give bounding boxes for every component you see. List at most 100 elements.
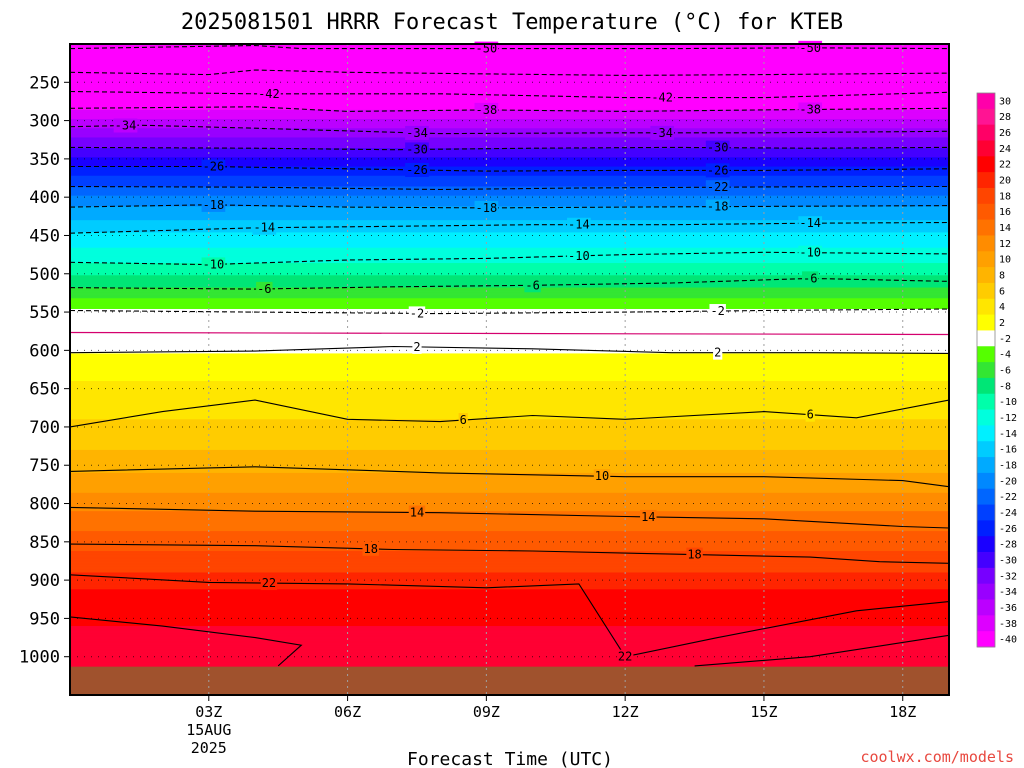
temperature-fill-band	[70, 171, 949, 174]
contour-label-background	[256, 281, 273, 296]
temperature-fill-band	[70, 570, 949, 574]
temperature-fill-band	[70, 632, 949, 635]
temperature-fill-band	[70, 204, 949, 207]
temperature-fill-band	[70, 335, 949, 338]
temperature-fill-band	[70, 80, 949, 83]
temperature-fill-band	[70, 102, 949, 105]
contour-line	[69, 308, 950, 315]
temperature-fill-band	[70, 535, 949, 538]
temperature-fill-band	[70, 495, 949, 499]
contour-label-background	[474, 41, 499, 56]
contour-label: -6	[525, 278, 539, 292]
colorbar-tick-label: -26	[999, 524, 1017, 535]
temperature-fill-band	[70, 105, 949, 108]
contour-label: -50	[476, 42, 498, 56]
temperature-fill-band	[70, 70, 949, 73]
colorbar-swatch	[977, 567, 995, 585]
colorbar-tick-label: 6	[999, 286, 1005, 297]
temperature-fill-band	[70, 169, 949, 172]
colorbar-swatch	[977, 520, 995, 537]
contour-line	[69, 90, 950, 99]
colorbar-frame	[976, 92, 996, 648]
temperature-fill-band	[70, 235, 949, 238]
temperature-fill-band	[70, 310, 949, 313]
temperature-fill-band	[70, 644, 949, 647]
temperature-fill-band	[70, 593, 949, 597]
temperature-fill-band	[70, 560, 949, 563]
temperature-fill-band	[70, 140, 949, 143]
temperature-fill-band	[70, 388, 949, 391]
temperature-fill-band	[70, 583, 949, 586]
temperature-fill-band	[70, 230, 949, 234]
temperature-fill-band	[70, 482, 949, 485]
y-tick-label: 350	[29, 150, 60, 170]
temperature-fill-band	[70, 362, 949, 365]
colorbar-tick-label: -28	[999, 540, 1017, 551]
temperature-fill-band	[70, 195, 949, 198]
temperature-fill-band	[70, 607, 949, 610]
contour-label-background	[260, 576, 278, 591]
temperature-fill-band	[70, 246, 949, 249]
contour-label: -14	[799, 216, 821, 230]
temperature-fill-band	[70, 655, 949, 658]
temperature-fill-band	[70, 74, 949, 77]
temperature-fill-band	[70, 595, 949, 598]
temperature-fill-band	[70, 172, 949, 175]
temperature-fill-band	[70, 194, 949, 197]
temperature-fill-band	[70, 518, 949, 521]
x-tick-label: 18Z	[889, 703, 916, 721]
x-tick-date-label: 2025	[191, 739, 227, 757]
temperature-fill-band	[70, 189, 949, 192]
temperature-fill-band	[70, 284, 949, 287]
temperature-fill-band	[70, 290, 949, 293]
temperature-fill-band	[70, 214, 949, 217]
temperature-fill-band	[70, 480, 949, 483]
temperature-fill-band	[70, 454, 949, 457]
temperature-fill-band	[70, 215, 949, 218]
temperature-fill-band	[70, 600, 949, 603]
contour-label: -38	[476, 103, 498, 117]
temperature-fill-band	[70, 63, 949, 67]
temperature-fill-band	[70, 85, 949, 88]
temperature-fill-band	[70, 485, 949, 488]
temperature-fill-band	[70, 459, 949, 462]
colorbar-swatch	[977, 441, 995, 458]
temperature-fill-band	[70, 419, 949, 422]
temperature-fill-band	[70, 569, 949, 572]
temperature-fill-band	[70, 217, 949, 220]
contour-label-background	[408, 306, 426, 321]
temperature-fill-band	[70, 57, 949, 60]
temperature-fill-band	[70, 524, 949, 528]
temperature-fill-band	[70, 534, 949, 537]
colorbar-swatch	[977, 187, 995, 205]
temperature-fill-band	[70, 376, 949, 379]
temperature-fill-band	[70, 270, 949, 273]
temperature-fill-band	[70, 370, 949, 373]
temperature-fill-band	[70, 86, 949, 90]
temperature-fill-band	[70, 483, 949, 486]
temperature-fill-band	[70, 103, 949, 106]
temperature-fill-band	[70, 494, 949, 497]
temperature-fill-band	[70, 191, 949, 194]
temperature-fill-band	[70, 647, 949, 650]
temperature-fill-band	[70, 315, 949, 318]
temperature-fill-band	[70, 596, 949, 600]
colorbar-tick-label: 16	[999, 207, 1011, 218]
colorbar-swatch	[977, 156, 995, 173]
temperature-fill-band	[70, 154, 949, 157]
temperature-fill-band	[70, 515, 949, 518]
temperature-fill-band	[70, 639, 949, 642]
temperature-fill-band	[70, 142, 949, 145]
temperature-fill-band	[70, 292, 949, 295]
colorbar-swatch	[977, 93, 995, 110]
temperature-fill-band	[70, 181, 949, 184]
temperature-fill-band	[70, 659, 949, 662]
temperature-fill-band	[70, 152, 949, 155]
temperature-fill-band	[70, 508, 949, 511]
contour-label-background	[201, 257, 226, 272]
contour-label: 6	[460, 413, 467, 427]
temperature-fill-band	[70, 108, 949, 111]
temperature-fill-band	[70, 443, 949, 446]
temperature-fill-band	[70, 466, 949, 469]
temperature-fill-band	[70, 503, 949, 506]
